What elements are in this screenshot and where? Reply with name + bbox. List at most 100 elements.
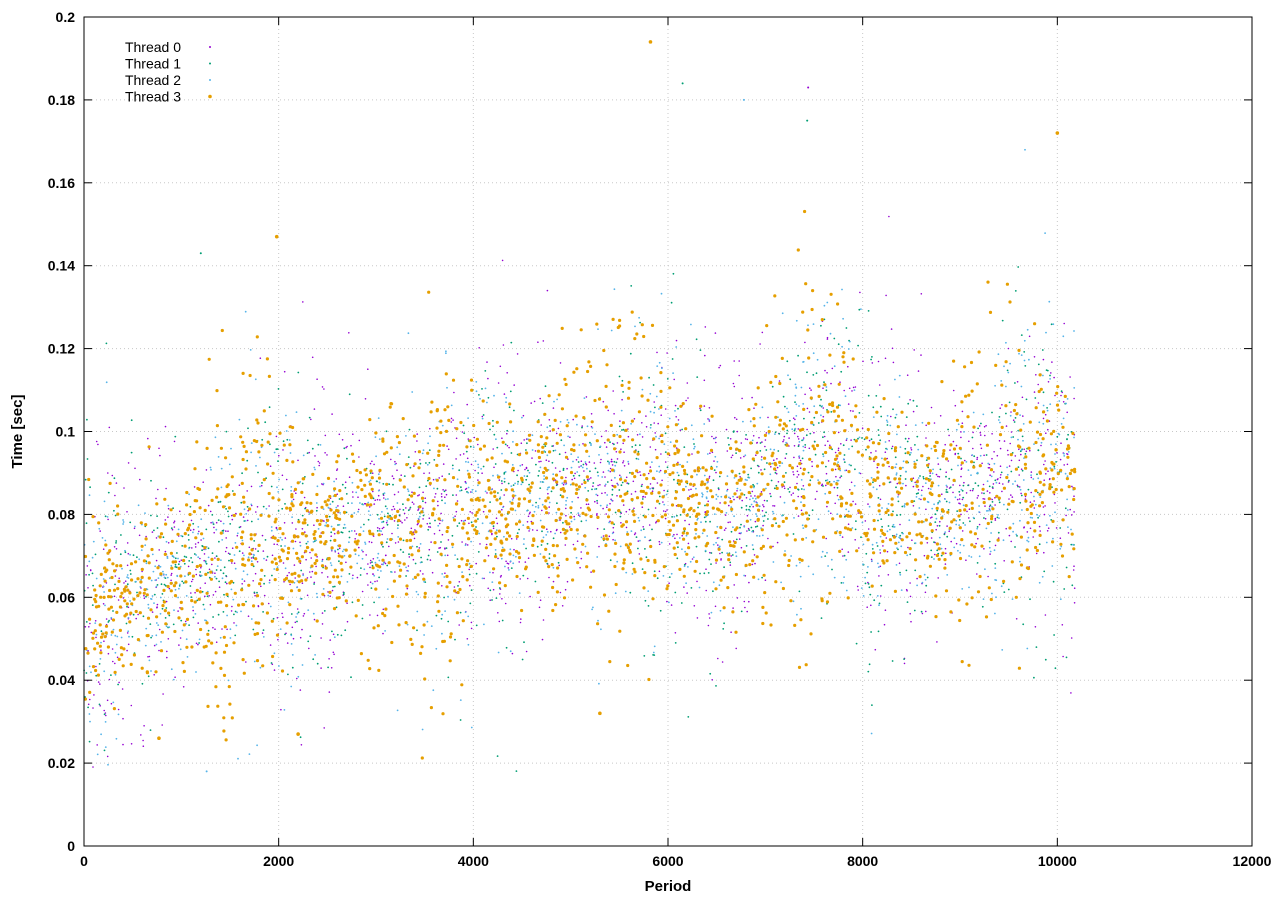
data-point [218, 456, 220, 458]
data-point [543, 537, 545, 539]
data-point [485, 515, 488, 518]
data-point [1047, 530, 1049, 532]
data-point [581, 427, 583, 429]
data-point [416, 546, 418, 548]
data-point [945, 476, 947, 478]
data-point [146, 554, 149, 557]
data-point [638, 520, 640, 522]
data-point [913, 349, 915, 351]
data-point [962, 497, 964, 499]
data-point [460, 719, 462, 721]
data-point [1068, 532, 1070, 534]
data-point [495, 438, 497, 440]
data-point [715, 472, 717, 474]
data-point [394, 494, 396, 496]
data-point [556, 590, 559, 593]
data-point [621, 567, 624, 570]
data-point [909, 454, 911, 456]
data-point [358, 555, 360, 557]
data-point [862, 522, 864, 524]
data-point [571, 521, 573, 523]
data-point [95, 666, 97, 668]
data-point [701, 492, 703, 494]
data-point [388, 546, 390, 548]
data-point [365, 543, 367, 545]
data-point [1010, 494, 1012, 496]
data-point [1005, 342, 1007, 344]
data-point [765, 611, 768, 614]
data-point [642, 506, 644, 508]
data-point [617, 442, 619, 444]
data-point [440, 541, 442, 543]
data-point [373, 575, 375, 577]
data-point [1043, 418, 1045, 420]
data-point [242, 540, 244, 542]
data-point [687, 397, 689, 399]
data-point [345, 527, 347, 529]
data-point [410, 507, 412, 509]
data-point [338, 553, 340, 555]
data-point [718, 548, 721, 551]
data-point [708, 419, 710, 421]
data-point [725, 528, 727, 530]
data-point [833, 481, 835, 483]
data-point [306, 543, 308, 545]
data-point [1070, 529, 1072, 531]
data-point [614, 465, 616, 467]
data-point [909, 554, 911, 556]
data-point [659, 541, 661, 543]
data-point [848, 523, 850, 525]
data-point [177, 558, 179, 560]
data-point [853, 387, 855, 389]
data-point [298, 560, 301, 563]
data-point [123, 582, 125, 584]
data-point [1032, 478, 1034, 480]
data-point [887, 421, 889, 423]
data-point [116, 738, 118, 740]
data-point [887, 424, 889, 426]
data-point [776, 458, 778, 460]
data-point [378, 490, 380, 492]
data-point [234, 562, 236, 564]
data-point [719, 553, 721, 555]
data-point [407, 488, 409, 490]
data-point [1012, 531, 1014, 533]
data-point [255, 378, 257, 380]
data-point [1000, 448, 1002, 450]
data-point [1063, 323, 1065, 325]
data-point [547, 290, 549, 292]
data-point [489, 572, 491, 574]
data-point [826, 386, 828, 388]
data-point [733, 545, 736, 548]
data-point [377, 624, 380, 627]
data-point [1033, 529, 1036, 532]
data-point [208, 630, 210, 632]
data-point [707, 501, 709, 503]
data-point [574, 519, 576, 521]
data-point [826, 302, 828, 304]
data-point [497, 558, 499, 560]
data-point [659, 483, 662, 486]
data-point [448, 539, 450, 541]
data-point [437, 525, 439, 527]
data-point [907, 374, 909, 376]
data-point [511, 567, 513, 569]
data-point [337, 634, 339, 636]
data-point [380, 570, 382, 572]
data-point [420, 463, 422, 465]
data-point [156, 560, 158, 562]
data-point [147, 604, 149, 606]
data-point [937, 476, 939, 478]
data-point [963, 504, 965, 506]
data-point [119, 564, 122, 567]
data-point [717, 461, 719, 463]
data-point [174, 676, 176, 678]
data-point [408, 332, 410, 334]
data-point [677, 479, 680, 482]
data-point [285, 459, 288, 462]
data-point [728, 497, 730, 499]
data-point [638, 317, 640, 319]
data-point [347, 581, 349, 583]
data-point [720, 558, 722, 560]
data-point [833, 410, 836, 413]
